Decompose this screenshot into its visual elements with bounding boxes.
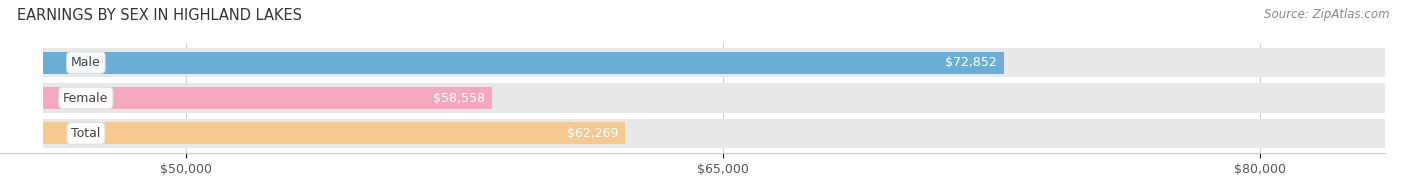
Bar: [44, 87, 492, 109]
Bar: [44, 48, 1385, 77]
Text: Source: ZipAtlas.com: Source: ZipAtlas.com: [1264, 8, 1389, 21]
Text: Female: Female: [63, 92, 108, 104]
Bar: [44, 122, 626, 144]
Text: Total: Total: [72, 127, 101, 140]
Bar: [44, 52, 1004, 74]
Text: EARNINGS BY SEX IN HIGHLAND LAKES: EARNINGS BY SEX IN HIGHLAND LAKES: [17, 8, 302, 23]
Text: $62,269: $62,269: [567, 127, 619, 140]
Bar: [44, 119, 1385, 148]
Text: $58,558: $58,558: [433, 92, 485, 104]
Text: Male: Male: [72, 56, 101, 69]
Bar: [44, 83, 1385, 113]
Text: $72,852: $72,852: [945, 56, 997, 69]
